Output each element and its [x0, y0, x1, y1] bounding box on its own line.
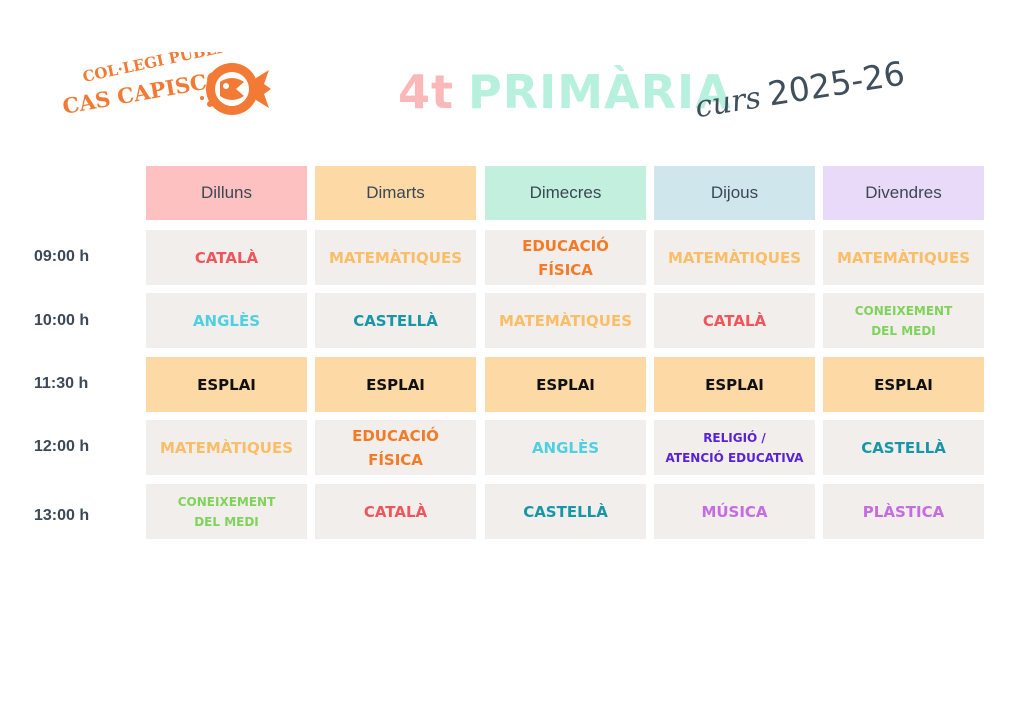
- timetable-cell: MATEMÀTIQUES: [485, 293, 646, 348]
- subject-label: RELIGIÓ / ATENCIÓ EDUCATIVA: [665, 430, 804, 465]
- subject-label: MATEMÀTIQUES: [159, 438, 293, 457]
- subject-label: CASTELLÀ: [861, 438, 946, 457]
- school-logo: COL·LEGI PÚBLIC CAS CAPISCOL: [62, 52, 271, 119]
- subject-label: EDUCACIÓ FÍSICA: [352, 426, 439, 469]
- timetable-cell: ESPLAI: [315, 357, 476, 412]
- timetable-cell: CONEIXEMENT DEL MEDI: [146, 484, 307, 539]
- subject-label: MATEMÀTIQUES: [836, 248, 970, 267]
- timetable-cell: CONEIXEMENT DEL MEDI: [823, 293, 984, 348]
- subject-label: CONEIXEMENT DEL MEDI: [854, 303, 953, 338]
- subject-label: MATEMÀTIQUES: [498, 311, 632, 330]
- timetable-cell: EDUCACIÓ FÍSICA: [315, 420, 476, 475]
- timetable-cell: MATEMÀTIQUES: [146, 420, 307, 475]
- timetable-cell: MATEMÀTIQUES: [315, 230, 476, 285]
- day-header-1: Dilluns: [146, 166, 307, 220]
- day-header-5: Divendres: [823, 166, 984, 220]
- time-label: 13:00 h: [34, 507, 90, 524]
- course-curs: curs: [692, 80, 764, 126]
- timetable-cell: ESPLAI: [823, 357, 984, 412]
- timetable-cell: CATALÀ: [654, 293, 815, 348]
- subject-label: MÚSICA: [701, 502, 768, 521]
- subject-label: ESPLAI: [197, 375, 256, 394]
- time-label: 11:30 h: [34, 375, 89, 392]
- time-label: 10:00 h: [34, 312, 90, 329]
- timetable-cell: MÚSICA: [654, 484, 815, 539]
- subject-label: CASTELLÀ: [353, 311, 438, 330]
- timetable-cell: PLÀSTICA: [823, 484, 984, 539]
- timetable-cell: MATEMÀTIQUES: [823, 230, 984, 285]
- subject-label: ESPLAI: [366, 375, 425, 394]
- subject-label: PLÀSTICA: [862, 502, 945, 521]
- timetable-cell: ESPLAI: [654, 357, 815, 412]
- timetable-cell: CASTELLÀ: [315, 293, 476, 348]
- subject-label: ANGLÈS: [192, 311, 261, 330]
- subject-label: ESPLAI: [536, 375, 595, 394]
- subject-label: MATEMÀTIQUES: [667, 248, 801, 267]
- subject-label: CASTELLÀ: [523, 502, 608, 521]
- subject-label: CATALÀ: [363, 502, 428, 521]
- timetable-cell: CASTELLÀ: [823, 420, 984, 475]
- time-label: 12:00 h: [34, 438, 90, 455]
- timetable-cell: ANGLÈS: [485, 420, 646, 475]
- subject-label: ESPLAI: [874, 375, 933, 394]
- subject-label: ESPLAI: [705, 375, 764, 394]
- timetable-cell: CATALÀ: [315, 484, 476, 539]
- timetable-cell: CATALÀ: [146, 230, 307, 285]
- subject-label: CATALÀ: [702, 311, 767, 330]
- day-header-4: Dijous: [654, 166, 815, 220]
- timetable-cell: ESPLAI: [485, 357, 646, 412]
- timetable-cell: ANGLÈS: [146, 293, 307, 348]
- timetable-cell: EDUCACIÓ FÍSICA: [485, 230, 646, 285]
- day-header-2: Dimarts: [315, 166, 476, 220]
- page-title: 4t PRIMÀRIA: [398, 62, 732, 122]
- timetable-cell: MATEMÀTIQUES: [654, 230, 815, 285]
- timetable-cell: CASTELLÀ: [485, 484, 646, 539]
- title-grade: 4t: [398, 65, 454, 119]
- subject-label: CONEIXEMENT DEL MEDI: [177, 494, 276, 529]
- fish-icon: [200, 63, 271, 115]
- timetable-cell: RELIGIÓ / ATENCIÓ EDUCATIVA: [654, 420, 815, 475]
- course-year: 2025-26: [765, 53, 908, 114]
- day-header-3: Dimecres: [485, 166, 646, 220]
- timetable-cell: ESPLAI: [146, 357, 307, 412]
- subject-label: CATALÀ: [194, 248, 259, 267]
- time-label: 09:00 h: [34, 248, 90, 265]
- subject-label: ANGLÈS: [531, 438, 600, 457]
- subject-label: EDUCACIÓ FÍSICA: [522, 236, 609, 279]
- subject-label: MATEMÀTIQUES: [328, 248, 462, 267]
- title-word: PRIMÀRIA: [468, 65, 732, 119]
